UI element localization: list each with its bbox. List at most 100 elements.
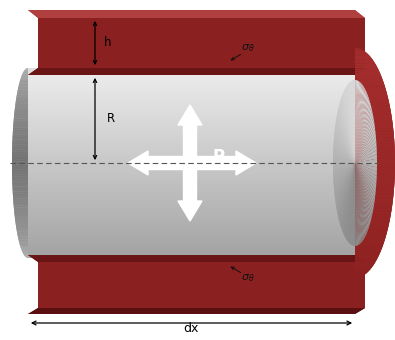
Polygon shape [28, 178, 356, 181]
Polygon shape [355, 49, 362, 50]
Polygon shape [355, 74, 381, 76]
Polygon shape [355, 117, 392, 120]
Polygon shape [28, 129, 356, 131]
Polygon shape [355, 76, 382, 78]
Polygon shape [28, 253, 356, 255]
Polygon shape [355, 76, 382, 78]
Polygon shape [355, 254, 380, 256]
Polygon shape [28, 244, 360, 246]
Polygon shape [348, 83, 355, 163]
Polygon shape [13, 194, 28, 196]
Polygon shape [13, 121, 28, 123]
Polygon shape [355, 163, 363, 242]
Polygon shape [28, 106, 360, 108]
Polygon shape [28, 237, 356, 239]
Polygon shape [16, 226, 28, 228]
Polygon shape [12, 152, 28, 154]
Polygon shape [15, 104, 28, 106]
Polygon shape [12, 184, 28, 187]
Polygon shape [28, 147, 360, 149]
Polygon shape [355, 248, 382, 250]
Polygon shape [355, 220, 390, 222]
Polygon shape [355, 163, 374, 205]
Polygon shape [12, 139, 28, 142]
Polygon shape [28, 308, 365, 314]
Polygon shape [28, 99, 360, 101]
Polygon shape [14, 210, 28, 212]
Polygon shape [355, 125, 375, 163]
Polygon shape [334, 163, 355, 195]
Polygon shape [20, 80, 28, 81]
Polygon shape [15, 216, 28, 218]
Polygon shape [21, 78, 28, 79]
Polygon shape [28, 140, 356, 142]
Polygon shape [355, 200, 393, 203]
Polygon shape [28, 256, 360, 258]
Polygon shape [355, 158, 395, 161]
Polygon shape [355, 121, 374, 163]
Polygon shape [28, 136, 356, 138]
Polygon shape [28, 172, 360, 175]
Polygon shape [28, 192, 356, 194]
Polygon shape [333, 163, 355, 178]
Polygon shape [355, 271, 369, 272]
Polygon shape [355, 84, 385, 87]
Polygon shape [28, 156, 356, 158]
Polygon shape [355, 106, 390, 109]
Polygon shape [336, 119, 355, 163]
Polygon shape [355, 53, 367, 54]
Polygon shape [22, 74, 28, 75]
Polygon shape [28, 131, 356, 134]
Polygon shape [355, 48, 395, 278]
Polygon shape [17, 93, 28, 95]
Polygon shape [28, 163, 356, 165]
Polygon shape [28, 68, 360, 70]
Polygon shape [17, 233, 28, 235]
Polygon shape [347, 163, 355, 241]
Polygon shape [334, 163, 355, 191]
Polygon shape [355, 270, 369, 271]
Polygon shape [355, 214, 391, 217]
Polygon shape [28, 165, 356, 167]
Polygon shape [355, 117, 374, 163]
Polygon shape [355, 104, 390, 106]
Polygon shape [23, 72, 28, 73]
Polygon shape [13, 135, 28, 137]
Polygon shape [334, 163, 355, 191]
Polygon shape [17, 230, 28, 232]
Polygon shape [21, 75, 28, 76]
Polygon shape [355, 78, 383, 80]
Polygon shape [355, 50, 363, 51]
Polygon shape [23, 253, 28, 254]
Polygon shape [355, 163, 376, 197]
Polygon shape [16, 98, 28, 100]
Polygon shape [340, 163, 355, 226]
Polygon shape [355, 217, 390, 220]
Polygon shape [355, 273, 367, 274]
Polygon shape [355, 72, 380, 74]
Polygon shape [28, 230, 356, 233]
Polygon shape [355, 163, 365, 239]
Polygon shape [13, 130, 28, 132]
Polygon shape [355, 163, 368, 233]
Polygon shape [346, 86, 355, 163]
Polygon shape [28, 122, 356, 124]
Polygon shape [355, 59, 373, 61]
Polygon shape [355, 272, 367, 273]
Polygon shape [12, 179, 28, 182]
Polygon shape [341, 97, 355, 163]
Polygon shape [28, 237, 360, 239]
Polygon shape [13, 125, 28, 128]
Polygon shape [12, 174, 28, 177]
Polygon shape [347, 163, 355, 241]
Polygon shape [17, 232, 28, 233]
Polygon shape [355, 56, 371, 57]
Polygon shape [19, 241, 28, 242]
Polygon shape [355, 230, 387, 232]
Polygon shape [21, 250, 28, 251]
Polygon shape [355, 159, 377, 163]
Polygon shape [28, 165, 360, 168]
Polygon shape [355, 162, 395, 165]
Polygon shape [17, 233, 28, 235]
Polygon shape [355, 117, 374, 163]
